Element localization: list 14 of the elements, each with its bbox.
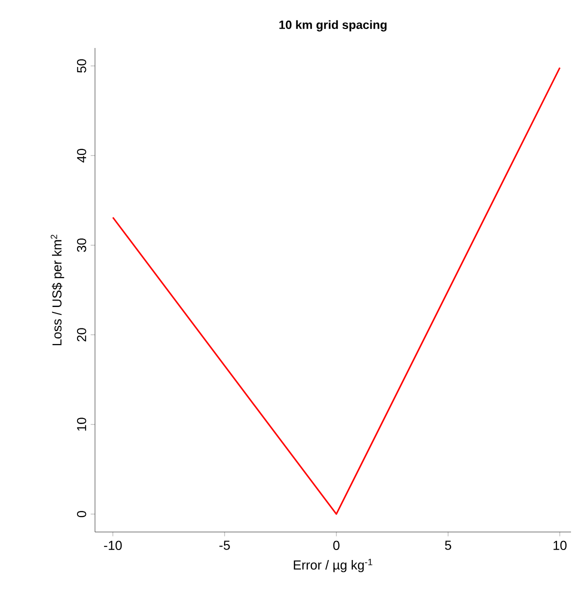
- y-tick-label: 40: [76, 148, 86, 162]
- y-tick-label: 10: [76, 418, 86, 431]
- x-tick-label: 0: [333, 540, 340, 550]
- y-axis-title: Loss / US$ per km$^{2}$: [50, 234, 64, 346]
- chart-title: 10 km grid spacing: [279, 20, 387, 32]
- y-tick-label: 20: [76, 328, 86, 342]
- y-tick-label: 30: [76, 238, 86, 252]
- x-tick-label: -5: [219, 540, 230, 550]
- y-tick-label: 50: [76, 59, 86, 73]
- x-axis-title: Error / µg kg$^{-1}$: [294, 558, 372, 572]
- x-tick-label: -10: [104, 540, 122, 550]
- x-tick-label: 5: [444, 540, 452, 550]
- y-tick-label: 0: [76, 510, 86, 518]
- x-tick-label: 10: [554, 540, 567, 550]
